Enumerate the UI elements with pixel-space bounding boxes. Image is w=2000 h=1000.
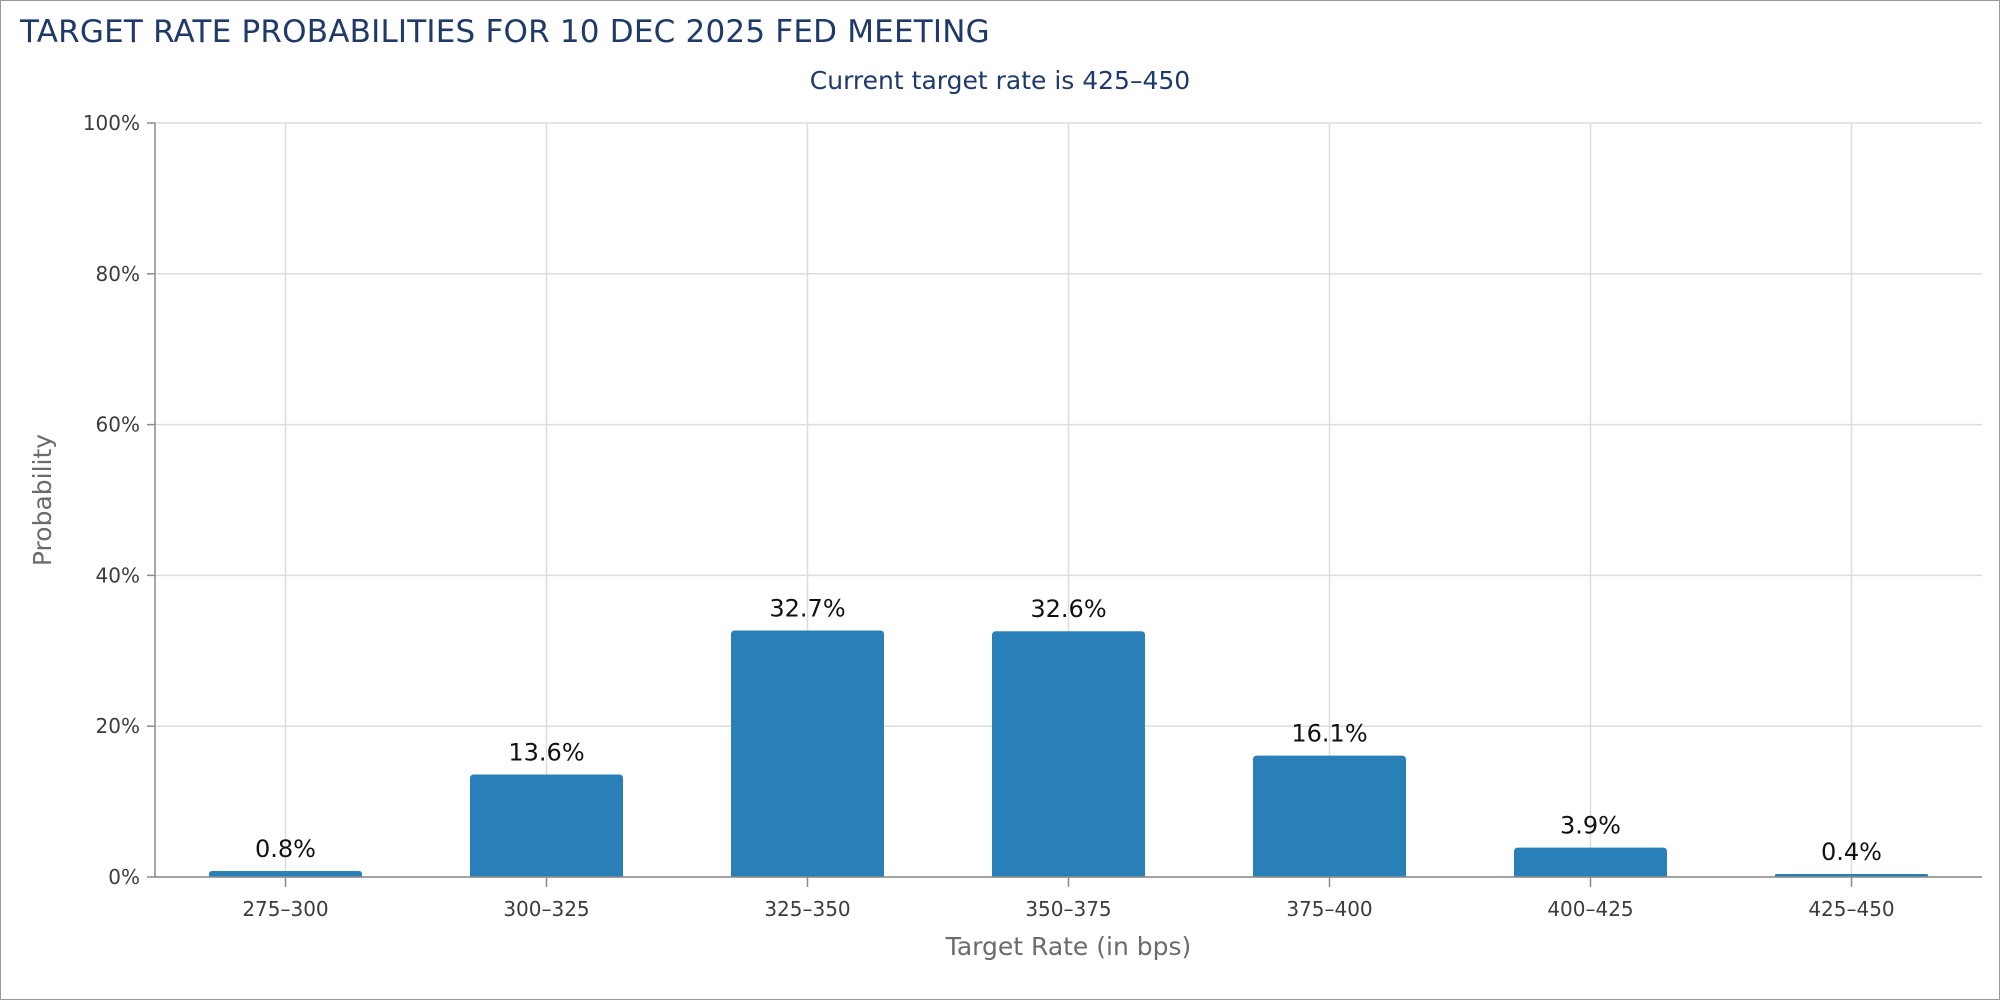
chart-subtitle: Current target rate is 425–450: [809, 66, 1191, 95]
data-label: 0.8%: [255, 835, 316, 863]
x-tick-label: 425–450: [1808, 897, 1894, 921]
data-label: 3.9%: [1560, 812, 1621, 840]
x-axis-ticks: 275–300 300–325 325–350 350–375 375–400 400–4…: [242, 877, 1895, 921]
bar-375–400: [1253, 755, 1406, 877]
x-tick-label: 350–375: [1025, 897, 1111, 921]
data-label: 0.4%: [1821, 838, 1882, 866]
x-tick-label: 325–350: [764, 897, 850, 921]
bar-350–375: [992, 631, 1145, 877]
x-tick-label: 300–325: [503, 897, 589, 921]
y-tick-label: 100%: [83, 111, 140, 135]
bar-325–350: [731, 630, 884, 877]
y-tick-label: 0%: [108, 865, 140, 889]
chart-title: TARGET RATE PROBABILITIES FOR 10 DEC 202…: [20, 14, 990, 50]
bars: [209, 630, 1928, 877]
x-tick-label: 275–300: [242, 897, 328, 921]
y-axis-ticks: 0% 20% 40% 60% 80% 100%: [83, 111, 155, 889]
y-tick-label: 20%: [96, 714, 140, 738]
data-label: 32.7%: [769, 594, 845, 622]
y-axis-title: Probability: [28, 434, 57, 566]
bar-425–450: [1775, 873, 1928, 877]
y-tick-label: 40%: [96, 563, 140, 587]
bar-400–425: [1514, 847, 1667, 877]
x-tick-label: 400–425: [1547, 897, 1633, 921]
data-label: 13.6%: [508, 738, 584, 766]
data-label: 32.6%: [1030, 595, 1106, 623]
data-label: 16.1%: [1291, 720, 1367, 748]
y-tick-label: 80%: [96, 262, 140, 286]
y-tick-label: 60%: [96, 413, 140, 437]
data-labels: 0.8% 13.6% 32.7% 32.6% 16.1% 3.9% 0.4%: [255, 594, 1882, 866]
x-tick-label: 375–400: [1286, 897, 1372, 921]
bar-275–300: [209, 870, 362, 877]
x-axis-title: Target Rate (in bps): [945, 932, 1192, 961]
bar-300–325: [470, 774, 623, 877]
